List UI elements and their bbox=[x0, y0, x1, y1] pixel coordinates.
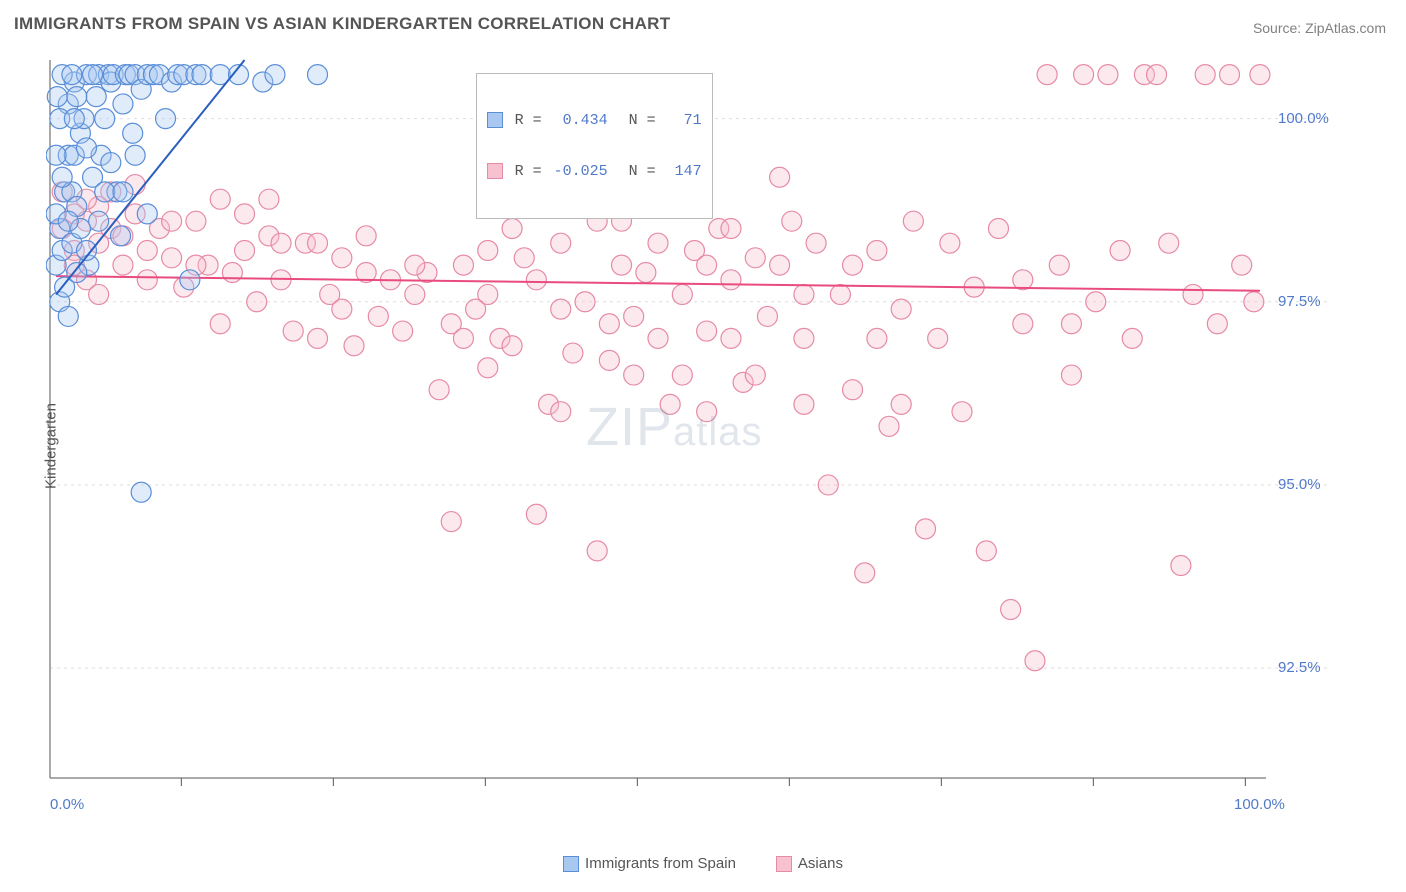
legend-swatch-asians bbox=[487, 163, 503, 179]
source-attribution: Source: ZipAtlas.com bbox=[1253, 20, 1386, 36]
y-tick-label: 97.5% bbox=[1278, 293, 1321, 310]
legend-item-spain: Immigrants from Spain bbox=[563, 855, 736, 872]
source-name: ZipAtlas.com bbox=[1305, 20, 1386, 36]
legend-n-label: N = bbox=[629, 112, 656, 129]
legend-row-spain: R = 0.434 N = 71 bbox=[487, 112, 702, 129]
source-prefix: Source: bbox=[1253, 20, 1305, 36]
y-tick-label: 92.5% bbox=[1278, 659, 1321, 676]
legend-r-value-spain: 0.434 bbox=[548, 112, 608, 129]
correlation-legend: R = 0.434 N = 71 R = -0.025 N = 147 bbox=[476, 73, 713, 219]
legend-n-value-asians: 147 bbox=[662, 163, 702, 180]
series-legend: Immigrants from Spain Asians bbox=[0, 855, 1406, 872]
legend-n-value-spain: 71 bbox=[662, 112, 702, 129]
legend-r-label: R = bbox=[515, 112, 542, 129]
swatch-spain-icon bbox=[563, 856, 579, 872]
y-tick-label: 95.0% bbox=[1278, 476, 1321, 493]
legend-label-spain: Immigrants from Spain bbox=[585, 855, 736, 872]
y-tick-label: 100.0% bbox=[1278, 110, 1329, 127]
chart-title: IMMIGRANTS FROM SPAIN VS ASIAN KINDERGAR… bbox=[14, 14, 670, 34]
x-axis-min-label: 0.0% bbox=[50, 796, 84, 813]
plot-area: R = 0.434 N = 71 R = -0.025 N = 147 ZIPa… bbox=[46, 56, 1330, 806]
legend-item-asians: Asians bbox=[776, 855, 843, 872]
legend-n-label: N = bbox=[629, 163, 656, 180]
legend-r-label: R = bbox=[515, 163, 542, 180]
x-axis-max-label: 100.0% bbox=[1234, 796, 1285, 813]
legend-row-asians: R = -0.025 N = 147 bbox=[487, 163, 702, 180]
legend-swatch-spain bbox=[487, 112, 503, 128]
legend-label-asians: Asians bbox=[798, 855, 843, 872]
swatch-asians-icon bbox=[776, 856, 792, 872]
legend-r-value-asians: -0.025 bbox=[548, 163, 608, 180]
